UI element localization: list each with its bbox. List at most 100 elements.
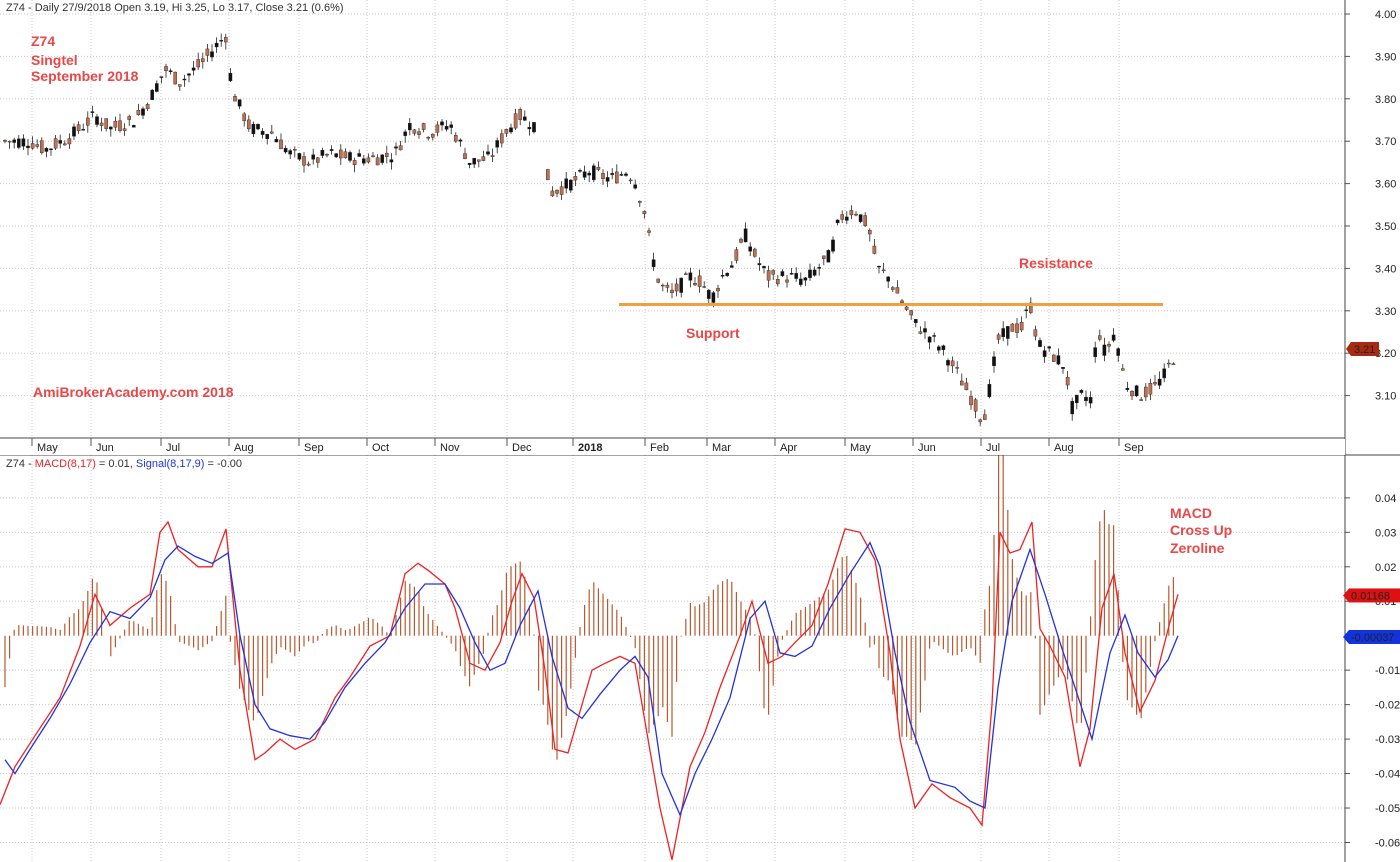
candle-down (329, 149, 334, 151)
candle-up (63, 143, 67, 146)
month-label: Dec (512, 442, 532, 454)
candle-down (95, 116, 99, 125)
candle-up (417, 131, 421, 135)
candle-down (564, 178, 568, 189)
candle-down (394, 146, 398, 149)
candle-down (743, 228, 748, 243)
candle-up (670, 289, 674, 293)
candle-down (1162, 368, 1166, 379)
title-line-1: Z74 (31, 33, 55, 49)
candle-up (293, 149, 297, 151)
candle-down (168, 70, 173, 73)
candle-up (697, 275, 702, 287)
candle-down (1061, 367, 1065, 369)
candle-up (122, 128, 127, 131)
candle-down (688, 272, 693, 281)
candle-up (99, 122, 104, 126)
candle-up (270, 131, 274, 134)
month-label: Jul (986, 442, 1000, 454)
candle-down (569, 179, 573, 191)
candle-down (486, 151, 490, 155)
macd-tick-label: 0.04 (1375, 493, 1396, 505)
candle-down (927, 336, 932, 343)
time-axis-band (0, 439, 1345, 455)
candle-down (1088, 397, 1093, 404)
candle-down (311, 154, 316, 160)
candle-down (90, 111, 95, 113)
candle-down (1134, 385, 1139, 397)
candle-down (380, 154, 385, 163)
price-tick-label: 3.60 (1375, 179, 1396, 191)
title-line-2: Singtel (31, 52, 78, 68)
candle-up (868, 230, 872, 235)
macd-current-tag-value: 0.01168 (1351, 590, 1390, 602)
candle-down (730, 265, 734, 268)
macd-header-label: MACD(8,17) (35, 458, 96, 470)
price-tick-label: 3.50 (1375, 221, 1396, 233)
candle-up (352, 160, 357, 166)
candle-up (302, 156, 306, 166)
candle-down (651, 259, 656, 268)
candle-up (872, 245, 877, 254)
month-label: Aug (1054, 442, 1074, 454)
candle-up (550, 190, 555, 197)
candle-up (771, 270, 775, 275)
candle-down (725, 272, 729, 276)
candle-up (67, 138, 72, 145)
candle-up (104, 118, 108, 129)
candle-up (398, 145, 403, 151)
watermark-text: AmiBrokerAcademy.com 2018 (33, 384, 234, 400)
candle-up (426, 137, 431, 139)
candle-down (633, 184, 637, 189)
candle-up (7, 140, 12, 143)
candle-up (490, 155, 495, 157)
candle-down (182, 78, 187, 81)
candle-down (941, 345, 946, 350)
candle-up (366, 157, 371, 163)
candle-up (200, 58, 205, 62)
candle-down (260, 130, 265, 135)
macd-note-line-2: Cross Up (1170, 522, 1232, 538)
title-line-3: September 2018 (31, 68, 139, 84)
candle-down (389, 159, 394, 163)
candle-up (431, 133, 435, 138)
price-tick-label: 3.30 (1375, 306, 1396, 318)
candle-down (297, 153, 302, 160)
candle-down (886, 276, 890, 282)
candle-up (76, 124, 81, 131)
candle-down (449, 124, 454, 128)
candle-up (628, 179, 633, 182)
price-tick-label: 3.10 (1375, 391, 1396, 403)
candle-down (1125, 388, 1130, 390)
candle-down (527, 126, 532, 130)
candle-up (375, 157, 380, 166)
candle-down (808, 269, 812, 278)
macd-line (0, 520, 1179, 860)
candle-up (518, 109, 522, 120)
candle-down (679, 277, 683, 293)
candle-up (343, 151, 348, 159)
month-label: Jul (166, 442, 180, 454)
candle-down (49, 148, 53, 151)
macd-tick-label: -0.05 (1375, 803, 1400, 815)
candle-up (973, 399, 978, 412)
candle-down (362, 158, 366, 164)
candle-down (141, 108, 145, 116)
candle-down (1006, 326, 1010, 339)
candle-down (780, 271, 785, 277)
candle-up (1130, 390, 1134, 397)
month-label: May (850, 442, 871, 454)
candle-up (1015, 323, 1019, 333)
candle-down (219, 40, 224, 42)
candle-up (223, 37, 228, 43)
candle-down (831, 239, 835, 252)
candle-up (1019, 321, 1024, 331)
candle-down (1074, 394, 1079, 403)
candle-up (85, 117, 90, 126)
candle-down (357, 153, 362, 157)
macd-tick-label: -0.06 (1375, 837, 1400, 849)
candle-up (684, 273, 688, 275)
candle-up (969, 396, 973, 406)
candle-down (803, 277, 808, 281)
candle-up (127, 116, 131, 120)
